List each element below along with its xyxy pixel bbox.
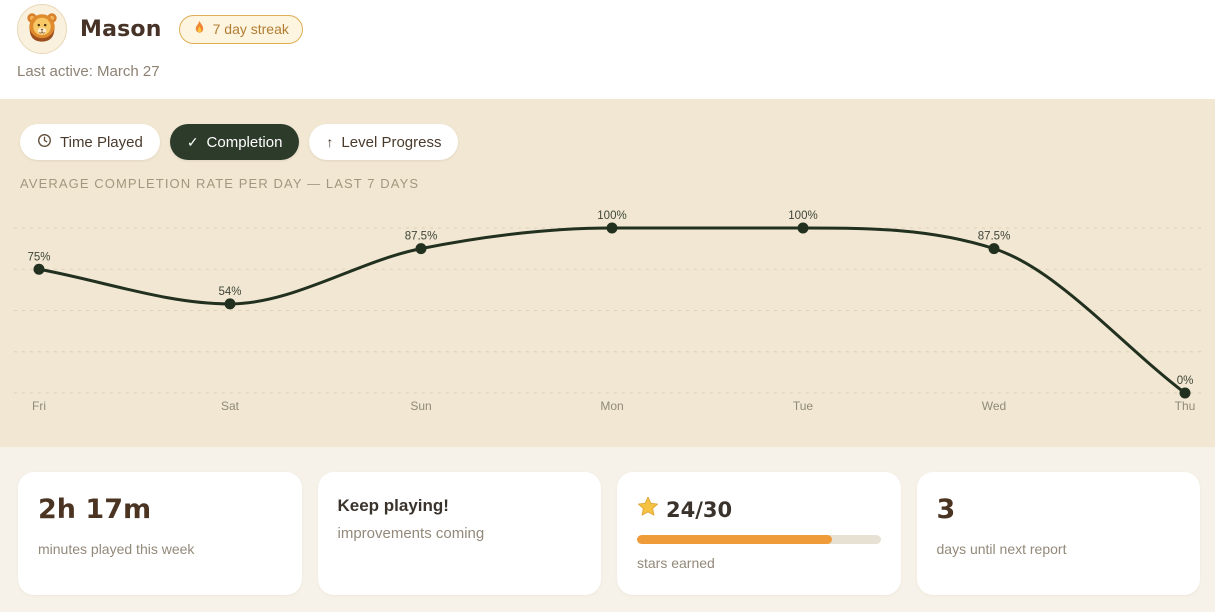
encouragement-card: Keep playing! improvements coming [317,472,601,595]
last-active: Last active: March 27 [17,63,160,80]
clock-icon [37,133,52,152]
svg-text:54%: 54% [218,286,241,298]
stars-earned-card: 24/30 stars earned [617,472,901,595]
stars-progress-fill [637,535,832,544]
tab-time-played[interactable]: Time Played [20,124,160,160]
next-report-label: days until next report [936,541,1067,558]
stars-value: 24/30 [666,497,733,522]
stars-earned-label: stars earned [637,555,715,571]
tab-bar: Time Played ✓ Completion ↑ Level Progres… [20,124,1215,160]
svg-text:Tue: Tue [793,399,814,413]
encouragement-title: Keep playing! [337,496,449,515]
tab-completion[interactable]: ✓ Completion [169,124,300,160]
svg-text:100%: 100% [788,210,817,222]
streak-label: 7 day streak [212,21,289,37]
minutes-played-card: 2h 17m minutes played this week [18,472,302,595]
tab-label: Level Progress [341,133,442,151]
next-report-card: 3 days until next report [916,472,1200,595]
svg-text:Thu: Thu [1175,399,1196,413]
chart-panel: Time Played ✓ Completion ↑ Level Progres… [0,99,1215,447]
minutes-played-label: minutes played this week [38,541,195,558]
svg-text:0%: 0% [1177,375,1194,387]
lion-face-icon [25,10,59,49]
svg-text:75%: 75% [27,251,50,263]
star-icon [637,496,659,523]
streak-badge: 7 day streak [178,14,303,44]
next-report-value: 3 [936,494,956,525]
tab-label: Completion [206,133,283,151]
svg-text:87.5%: 87.5% [405,231,438,243]
stars-progress-bar [637,535,881,544]
arrow-up-icon: ↑ [326,134,334,150]
profile-header: Mason 7 day streak Last active: March 27 [0,0,1215,99]
check-icon: ✓ [186,133,199,150]
chart-title: AVERAGE COMPLETION RATE PER DAY — LAST 7… [20,176,420,191]
svg-text:100%: 100% [597,210,626,222]
tab-level-progress[interactable]: ↑ Level Progress [309,124,459,160]
tab-label: Time Played [60,133,143,151]
avatar [17,4,67,54]
svg-text:87.5%: 87.5% [978,231,1011,243]
player-name: Mason [80,16,162,42]
flame-icon [193,20,206,39]
stats-row: 2h 17m minutes played this week Keep pla… [0,447,1215,595]
svg-text:Mon: Mon [600,399,623,413]
encouragement-label: improvements coming [337,525,485,542]
svg-text:Sat: Sat [221,399,240,413]
svg-text:Fri: Fri [32,399,46,413]
minutes-played-value: 2h 17m [38,494,152,525]
svg-text:Wed: Wed [982,399,1006,413]
completion-line-chart: 75% Fri 54% Sat 87.5% Sun 100% Mon 100% Tue 87.5% W… [14,210,1201,413]
svg-text:Sun: Sun [410,399,431,413]
